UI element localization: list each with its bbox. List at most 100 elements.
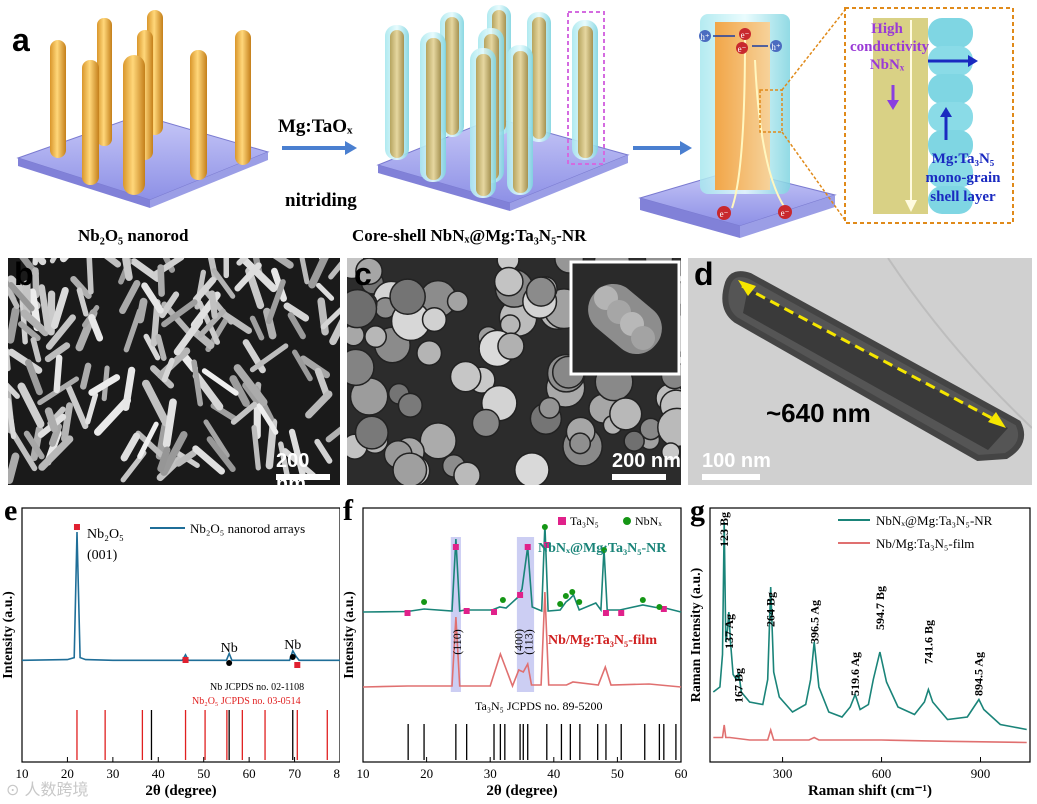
x-axis-label: 2θ (degree) <box>145 783 216 799</box>
sem-grain <box>364 325 388 349</box>
sem-grain <box>471 408 501 438</box>
y-axis-label: Intensity (a.u.) <box>1 591 16 679</box>
x-tick-label: 10 <box>16 766 29 781</box>
panel-f-label: f <box>343 494 354 527</box>
sem-rod <box>230 401 258 425</box>
sem-grain <box>421 306 447 333</box>
sem-grain <box>354 415 389 450</box>
sem-rod <box>192 445 226 475</box>
sem-rod <box>80 362 92 390</box>
sem-rod <box>45 314 76 350</box>
nb2o5-nanorods <box>50 10 251 195</box>
sem-rod <box>192 371 224 411</box>
marker-nbnx <box>557 601 564 607</box>
sem-grain <box>355 258 383 286</box>
sem-grain <box>661 442 681 462</box>
sem-grain <box>397 392 423 418</box>
shell-label: Mg:Ta₃N₅ mono-grain shell layer <box>925 151 1001 205</box>
sem-rod <box>85 392 99 425</box>
annotation-nb: Nb <box>221 641 238 656</box>
sem-rod <box>20 309 50 337</box>
marker-nbnx <box>601 547 608 553</box>
sem-rod <box>159 291 180 319</box>
y-axis-label: Intensity (a.u.) <box>343 591 357 679</box>
panel-a-label: a <box>12 22 30 58</box>
legend-label: NbNₓ <box>635 514 662 528</box>
sem-core-shell <box>347 258 681 485</box>
sem-grain <box>347 288 378 329</box>
x-tick-label: 60 <box>675 766 688 781</box>
highlight-label: (400) <box>512 629 526 655</box>
marker-ta3n5 <box>524 544 531 550</box>
x-tick-label: 60 <box>243 766 256 781</box>
sem-grain <box>449 360 482 393</box>
sem-rod <box>249 343 289 373</box>
sem-rod <box>191 359 204 407</box>
peak-label: 594.7 Bg <box>873 586 887 630</box>
sem-rod <box>44 342 71 363</box>
peak-label: 137 Ag <box>722 614 736 649</box>
sem-grain <box>514 452 550 485</box>
sem-rod <box>10 430 38 472</box>
shell-grains <box>928 18 973 214</box>
chart-g: g 300 600 900 Raman shift (cm⁻¹) Raman Intens… <box>689 494 1031 799</box>
marker-ta3n5 <box>452 544 459 550</box>
x-tick-label: 30 <box>484 766 497 781</box>
marker-nb <box>226 660 233 666</box>
marker-nb2o5 <box>294 662 301 668</box>
peak-label: 519.6 Ag <box>848 652 862 696</box>
sem-rod <box>282 448 317 479</box>
sem-rod <box>249 315 265 341</box>
sem-rod <box>234 262 262 292</box>
highlight-label: (110) <box>450 629 464 655</box>
panel-c-scale: 200 nm <box>612 450 681 472</box>
panel-d-label: d <box>694 256 714 292</box>
plot-frame <box>709 507 1031 763</box>
sem-rod <box>38 284 52 332</box>
sem-rod <box>173 317 204 356</box>
sem-rod <box>76 287 89 317</box>
x-tick-label: 600 <box>872 766 892 781</box>
sem-rod <box>299 355 331 379</box>
sem-rod <box>25 359 43 396</box>
sem-rod <box>143 333 161 361</box>
x-tick-label: 10 <box>357 766 370 781</box>
panel-b-scalebar <box>276 474 330 480</box>
highlight-110 <box>450 537 461 692</box>
sem-nanorod-array <box>8 258 340 485</box>
sem-rod <box>208 290 218 319</box>
sem-rod <box>192 276 217 303</box>
marker-nbnx <box>639 597 646 603</box>
sem-rod <box>325 426 340 443</box>
marker-ta3n5 <box>543 542 550 548</box>
series-nbnx-nr <box>712 521 1027 731</box>
sem-grain <box>525 276 557 307</box>
tem-single-rod <box>688 258 1032 485</box>
svg-text:e⁻: e⁻ <box>720 209 729 219</box>
marker-ta3n5 <box>602 610 609 616</box>
sem-rod <box>160 431 188 476</box>
sem-rod <box>329 318 340 346</box>
panel-d-scale: 100 nm <box>702 450 771 472</box>
plot-frame <box>362 507 682 763</box>
x-tick-label: 900 <box>971 766 991 781</box>
sem-rod <box>135 430 164 458</box>
sem-rod <box>38 435 74 471</box>
sem-grain <box>453 461 481 485</box>
sem-rod <box>50 286 69 330</box>
panel-c-label: c <box>354 256 372 292</box>
sem-grain <box>569 432 592 455</box>
svg-text:e⁻: e⁻ <box>781 208 790 218</box>
x-tick-label: 70 <box>288 766 301 781</box>
peak-label: 264 Bg <box>764 592 778 627</box>
sem-rod <box>272 258 294 269</box>
marker-nbnx <box>569 589 576 595</box>
marker-nbnx <box>499 597 506 603</box>
marker-nbnx <box>562 593 569 599</box>
sem-rod <box>120 432 141 462</box>
sem-rod <box>30 336 42 363</box>
hole-label: h⁺ <box>700 32 710 42</box>
panel-b-label: b <box>14 256 34 292</box>
sem-rod <box>201 368 239 396</box>
sem-rod <box>162 398 177 448</box>
